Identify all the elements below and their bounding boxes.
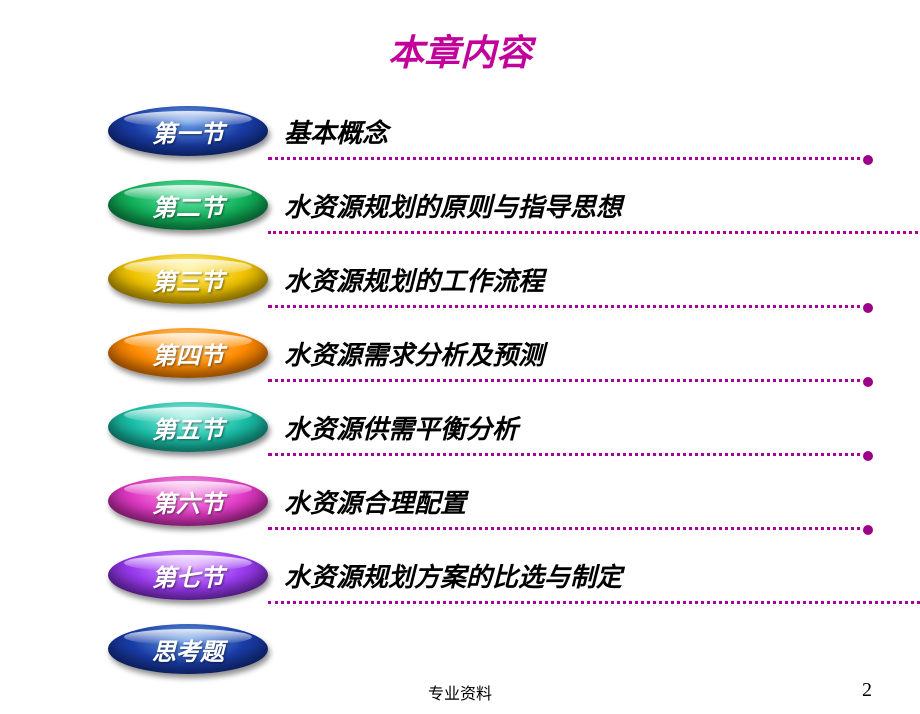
pill-label: 第三节 <box>152 262 224 297</box>
section-text: 水资源规划方案的比选与制定 <box>284 557 622 594</box>
section-text: 水资源合理配置 <box>284 483 466 520</box>
dotted-line <box>268 231 920 234</box>
section-pill: 思考题 <box>108 624 268 674</box>
section-text: 水资源规划的工作流程 <box>284 261 544 298</box>
dotted-line <box>268 453 868 456</box>
dot-terminator <box>863 155 873 165</box>
pill-label: 第四节 <box>152 336 224 371</box>
section-text: 基本概念 <box>284 113 388 150</box>
section-text: 水资源供需平衡分析 <box>284 409 518 446</box>
dot-terminator <box>863 303 873 313</box>
pill-label: 第二节 <box>152 188 224 223</box>
dotted-line <box>268 527 868 530</box>
section-row: 第六节 水资源合理配置 <box>108 464 820 538</box>
section-pill: 第四节 <box>108 328 268 378</box>
pill-label: 第五节 <box>152 410 224 445</box>
section-pill: 第五节 <box>108 402 268 452</box>
title-text: 本章内容 <box>388 33 532 73</box>
section-text: 水资源需求分析及预测 <box>284 335 544 372</box>
section-pill: 第三节 <box>108 254 268 304</box>
section-text: 水资源规划的原则与指导思想 <box>284 187 622 224</box>
pill-label: 第六节 <box>152 484 224 519</box>
section-row: 第四节 水资源需求分析及预测 <box>108 316 820 390</box>
section-row: 第三节 水资源规划的工作流程 <box>108 242 820 316</box>
page-number: 2 <box>862 679 872 702</box>
dot-terminator <box>863 377 873 387</box>
dotted-line <box>268 305 868 308</box>
section-pill: 第六节 <box>108 476 268 526</box>
dotted-line <box>268 601 920 604</box>
section-row: 第二节 水资源规划的原则与指导思想 <box>108 168 820 242</box>
section-row: 第一节 基本概念 <box>108 94 820 168</box>
sections-list: 第一节基本概念第二节水资源规划的原则与指导思想第三节水资源规划的工作流程第四节水… <box>0 94 920 686</box>
section-row: 第五节 水资源供需平衡分析 <box>108 390 820 464</box>
section-pill: 第二节 <box>108 180 268 230</box>
slide-title: 本章内容 <box>0 24 920 76</box>
dotted-line <box>268 379 868 382</box>
dotted-line <box>268 157 868 160</box>
pill-label: 思考题 <box>152 632 224 667</box>
pill-label: 第一节 <box>152 114 224 149</box>
pill-label: 第七节 <box>152 558 224 593</box>
section-pill: 第七节 <box>108 550 268 600</box>
footer-text: 专业资料 <box>0 680 920 704</box>
section-row-last: 思考题 <box>108 612 820 686</box>
section-pill: 第一节 <box>108 106 268 156</box>
section-row: 第七节 水资源规划方案的比选与制定 <box>108 538 820 612</box>
dot-terminator <box>863 525 873 535</box>
dot-terminator <box>863 451 873 461</box>
